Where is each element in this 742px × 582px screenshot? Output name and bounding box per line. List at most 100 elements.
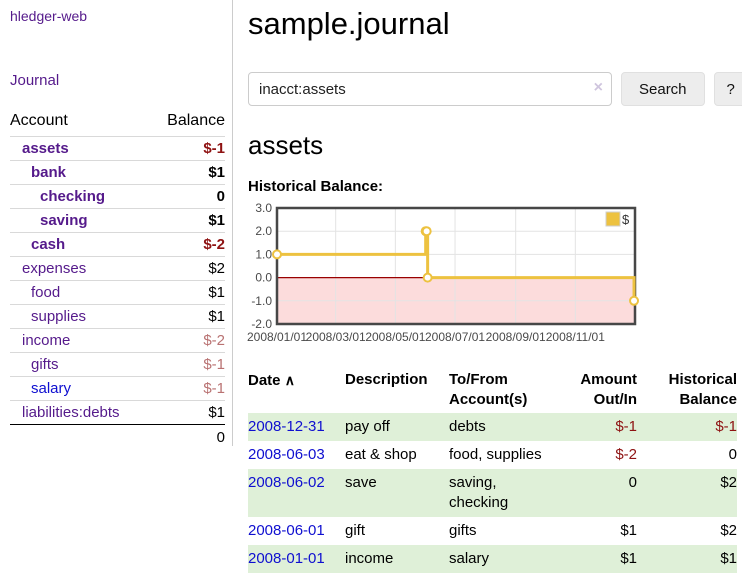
account-row: food $1 — [10, 280, 225, 304]
account-balance: $1 — [208, 308, 225, 325]
transaction-date-link[interactable]: 2008-06-01 — [248, 522, 325, 539]
transaction-accounts: debts — [449, 418, 486, 435]
transaction-amount: $-2 — [615, 446, 637, 463]
account-link-liabilities-debts[interactable]: liabilities:debts — [22, 404, 120, 421]
register-header-row: Date ∧ Description To/From Account(s) Am… — [248, 367, 737, 413]
account-balance: $1 — [208, 404, 225, 421]
search-form: × Search ? — [248, 72, 742, 106]
account-row: bank $1 — [10, 160, 225, 184]
transaction-amount: $1 — [620, 550, 637, 567]
transaction-description: gift — [345, 522, 366, 539]
account-link-assets[interactable]: assets — [22, 140, 69, 157]
svg-text:2008/03/01: 2008/03/01 — [306, 330, 366, 344]
account-row: gifts $-1 — [10, 352, 225, 376]
account-row: income $-2 — [10, 328, 225, 352]
accounts-header-account: Account — [10, 112, 68, 129]
register-row: 2008-12-31 pay off debts $-1 $-1 — [248, 413, 737, 441]
account-link-bank[interactable]: bank — [31, 164, 67, 181]
svg-text:2008/05/01: 2008/05/01 — [365, 330, 425, 344]
transaction-balance: 0 — [728, 446, 737, 463]
clear-search-icon[interactable]: × — [593, 79, 603, 96]
register-table: Date ∧ Description To/From Account(s) Am… — [248, 367, 737, 573]
transaction-description: pay off — [345, 418, 390, 435]
transaction-accounts: saving, checking — [449, 474, 509, 511]
account-balance: $-2 — [203, 236, 225, 253]
svg-text:-2.0: -2.0 — [251, 317, 272, 331]
sidebar: hledger-web Journal Account Balance asse… — [0, 0, 233, 446]
transaction-balance: $-1 — [715, 418, 737, 435]
accounts-header-balance: Balance — [167, 112, 225, 129]
help-button[interactable]: ? — [713, 72, 742, 106]
accounts-table: Account Balance assets $-1 bank $1 check… — [10, 110, 225, 450]
sort-ascending-icon: ∧ — [284, 372, 295, 388]
account-link-expenses[interactable]: expenses — [22, 260, 87, 277]
main-content: sample.journal × Search ? assets Histori… — [233, 0, 742, 573]
account-heading: assets — [248, 130, 324, 160]
transaction-accounts: salary — [449, 550, 490, 567]
svg-text:2008/07/01: 2008/07/01 — [425, 330, 485, 344]
account-balance: $-1 — [203, 140, 225, 157]
svg-text:0.0: 0.0 — [255, 271, 272, 285]
column-header-date-sort[interactable]: Date ∧ — [248, 367, 345, 413]
transaction-amount: $-1 — [615, 418, 637, 435]
transaction-date-link[interactable]: 2008-06-03 — [248, 446, 325, 463]
svg-text:2008/11/01: 2008/11/01 — [546, 330, 605, 344]
svg-text:2008/09/01: 2008/09/01 — [486, 330, 546, 344]
account-balance: $1 — [208, 212, 225, 229]
account-balance: $1 — [208, 284, 225, 301]
account-link-income[interactable]: income — [22, 332, 71, 349]
search-input[interactable] — [248, 72, 612, 106]
column-header-description: Description — [345, 371, 428, 388]
account-row: assets $-1 — [10, 136, 225, 160]
svg-text:2.0: 2.0 — [255, 224, 272, 238]
account-row: checking 0 — [10, 184, 225, 208]
transaction-date-link[interactable]: 2008-01-01 — [248, 550, 325, 567]
transaction-date-link[interactable]: 2008-06-02 — [248, 474, 325, 491]
sidebar-item-journal[interactable]: Journal — [10, 72, 60, 89]
account-balance: $2 — [208, 260, 225, 277]
account-row: liabilities:debts $1 — [10, 400, 225, 424]
transaction-accounts: gifts — [449, 522, 477, 539]
account-row: cash $-2 — [10, 232, 225, 256]
chart-section-heading: Historical Balance: — [248, 178, 384, 195]
transaction-amount: 0 — [628, 474, 637, 491]
svg-text:-1.0: -1.0 — [251, 294, 272, 308]
account-balance: $-1 — [203, 380, 225, 397]
brand-link[interactable]: hledger-web — [10, 8, 88, 24]
account-link-salary[interactable]: salary — [31, 380, 72, 397]
transaction-balance: $2 — [720, 474, 737, 491]
account-balance: 0 — [216, 188, 225, 205]
transaction-amount: $1 — [620, 522, 637, 539]
register-row: 2008-01-01 income salary $1 $1 — [248, 545, 737, 573]
transaction-date-link[interactable]: 2008-12-31 — [248, 418, 325, 435]
register-row: 2008-06-02 save saving, checking 0 $2 — [248, 469, 737, 517]
account-row: saving $1 — [10, 208, 225, 232]
account-link-checking[interactable]: checking — [40, 188, 106, 205]
account-link-gifts[interactable]: gifts — [31, 356, 59, 373]
account-link-food[interactable]: food — [31, 284, 61, 301]
transaction-balance: $2 — [720, 522, 737, 539]
search-box: × — [248, 72, 612, 106]
account-link-supplies[interactable]: supplies — [31, 308, 87, 325]
column-header-accounts: To/From Account(s) — [449, 371, 528, 408]
page-title: sample.journal — [248, 6, 450, 41]
account-link-cash[interactable]: cash — [31, 236, 66, 253]
transaction-balance: $1 — [720, 550, 737, 567]
transaction-description: save — [345, 474, 377, 491]
transaction-description: eat & shop — [345, 446, 417, 463]
account-link-saving[interactable]: saving — [40, 212, 88, 229]
accounts-total-value: 0 — [216, 429, 225, 446]
accounts-table-header: Account Balance — [10, 110, 225, 136]
account-row: expenses $2 — [10, 256, 225, 280]
search-button[interactable]: Search — [621, 72, 705, 106]
transaction-description: income — [345, 550, 394, 567]
column-header-balance: Historical Balance — [668, 371, 737, 408]
register-row: 2008-06-01 gift gifts $1 $2 — [248, 517, 737, 545]
register-row: 2008-06-03 eat & shop food, supplies $-2… — [248, 441, 737, 469]
date-header-label: Date — [248, 372, 281, 389]
account-balance: $-1 — [203, 356, 225, 373]
account-balance: $-2 — [203, 332, 225, 349]
column-header-amount: Amount Out/In — [580, 371, 637, 408]
